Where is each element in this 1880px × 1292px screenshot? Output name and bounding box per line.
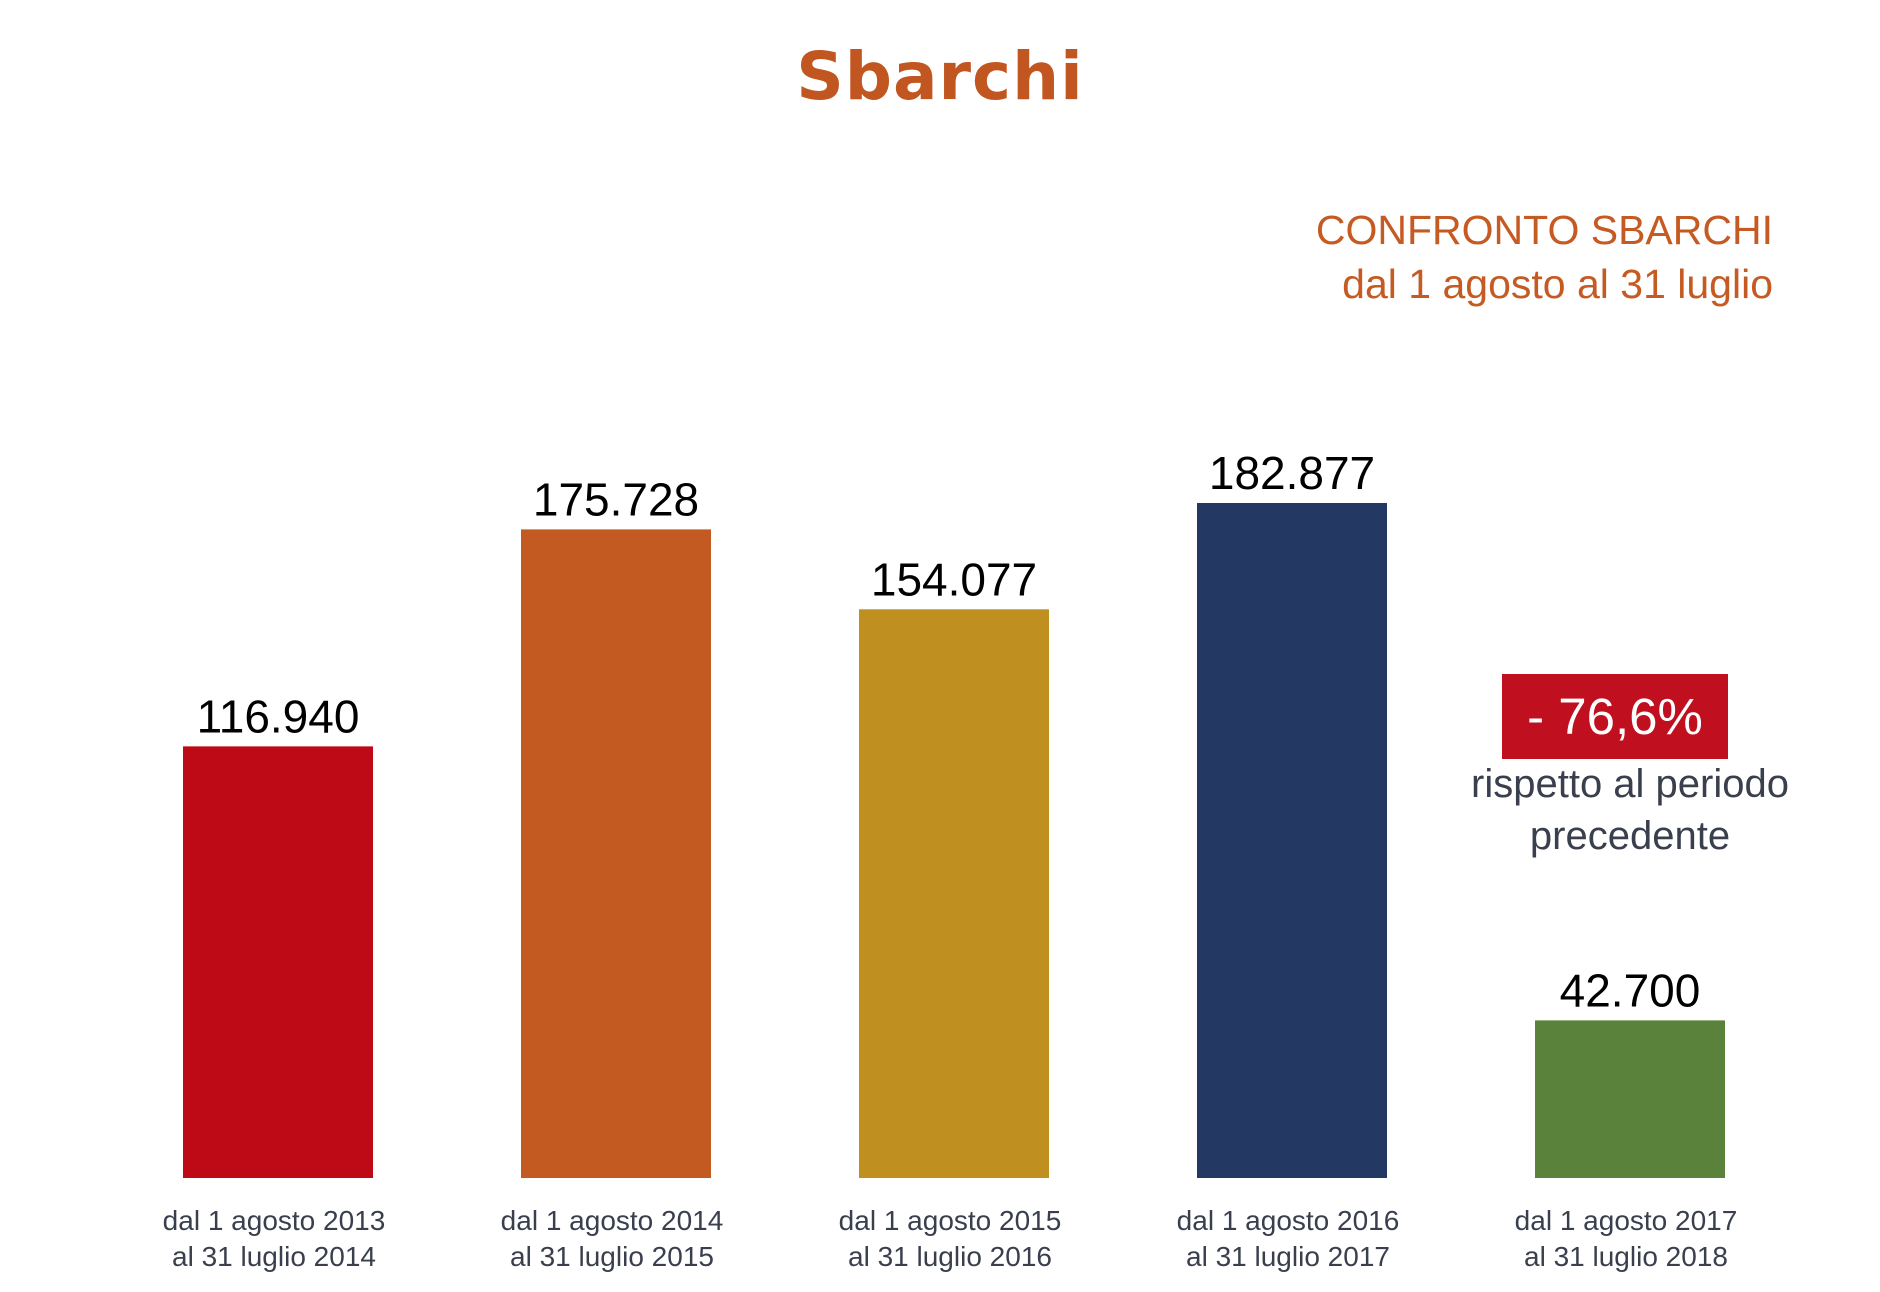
bar-value-label-3: 154.077 <box>871 553 1037 605</box>
category-label-4-line-2: al 31 luglio 2017 <box>1186 1241 1390 1272</box>
chart-title: Sbarchi <box>796 38 1084 115</box>
percent-change-badge: - 76,6% <box>1502 674 1728 759</box>
subtitle-line-2: dal 1 agosto al 31 luglio <box>1342 261 1773 307</box>
note-line-2: precedente <box>1529 814 1731 858</box>
bar-2 <box>521 529 711 1178</box>
percent-change-note: rispetto al periodo precedente <box>1420 758 1840 862</box>
bar-value-label-2: 175.728 <box>533 473 699 525</box>
bar-value-label-4: 182.877 <box>1209 447 1375 499</box>
category-label-5-line-1: dal 1 agosto 2017 <box>1515 1205 1738 1236</box>
bar-3 <box>859 609 1049 1178</box>
category-label-4-line-1: dal 1 agosto 2016 <box>1177 1205 1400 1236</box>
bar-value-label-5: 42.700 <box>1560 964 1701 1016</box>
bar-value-label-1: 116.940 <box>197 690 360 742</box>
category-label-1-line-1: dal 1 agosto 2013 <box>163 1205 386 1236</box>
category-label-2-line-1: dal 1 agosto 2014 <box>501 1205 724 1236</box>
category-label-3-line-1: dal 1 agosto 2015 <box>839 1205 1062 1236</box>
category-label-5-line-2: al 31 luglio 2018 <box>1524 1241 1728 1272</box>
bar-1 <box>183 746 373 1178</box>
subtitle-line-1: CONFRONTO SBARCHI <box>1315 207 1773 253</box>
chart-subtitle: CONFRONTO SBARCHI dal 1 agosto al 31 lug… <box>1316 203 1773 311</box>
bar-4 <box>1197 503 1387 1178</box>
category-label-3-line-2: al 31 luglio 2016 <box>848 1241 1052 1272</box>
bar-5 <box>1535 1020 1725 1178</box>
note-line-1: rispetto al periodo <box>1471 762 1789 806</box>
category-label-1-line-2: al 31 luglio 2014 <box>172 1241 376 1272</box>
category-label-2-line-2: al 31 luglio 2015 <box>510 1241 714 1272</box>
